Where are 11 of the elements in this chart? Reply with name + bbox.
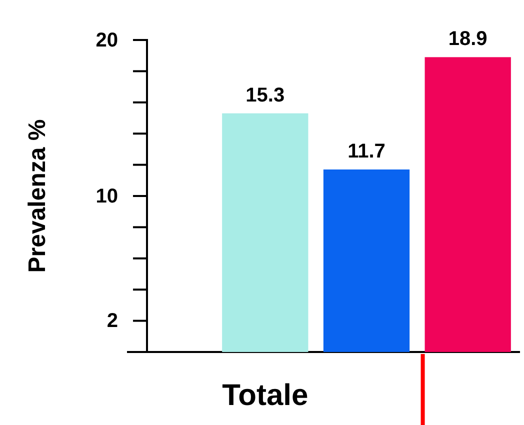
x-tick-label: Totale xyxy=(222,379,308,412)
bar xyxy=(323,169,410,352)
bar xyxy=(424,57,511,352)
bar xyxy=(222,113,308,352)
data-label: 15.3 xyxy=(246,84,285,106)
y-tick-label: 2 xyxy=(106,310,118,332)
y-axis-title: Prevalenza % xyxy=(24,119,51,273)
y-tick-label: 10 xyxy=(96,185,118,208)
y-tick-label: 20 xyxy=(96,29,118,52)
data-label: 11.7 xyxy=(348,140,386,162)
data-label: 18.9 xyxy=(448,28,488,50)
